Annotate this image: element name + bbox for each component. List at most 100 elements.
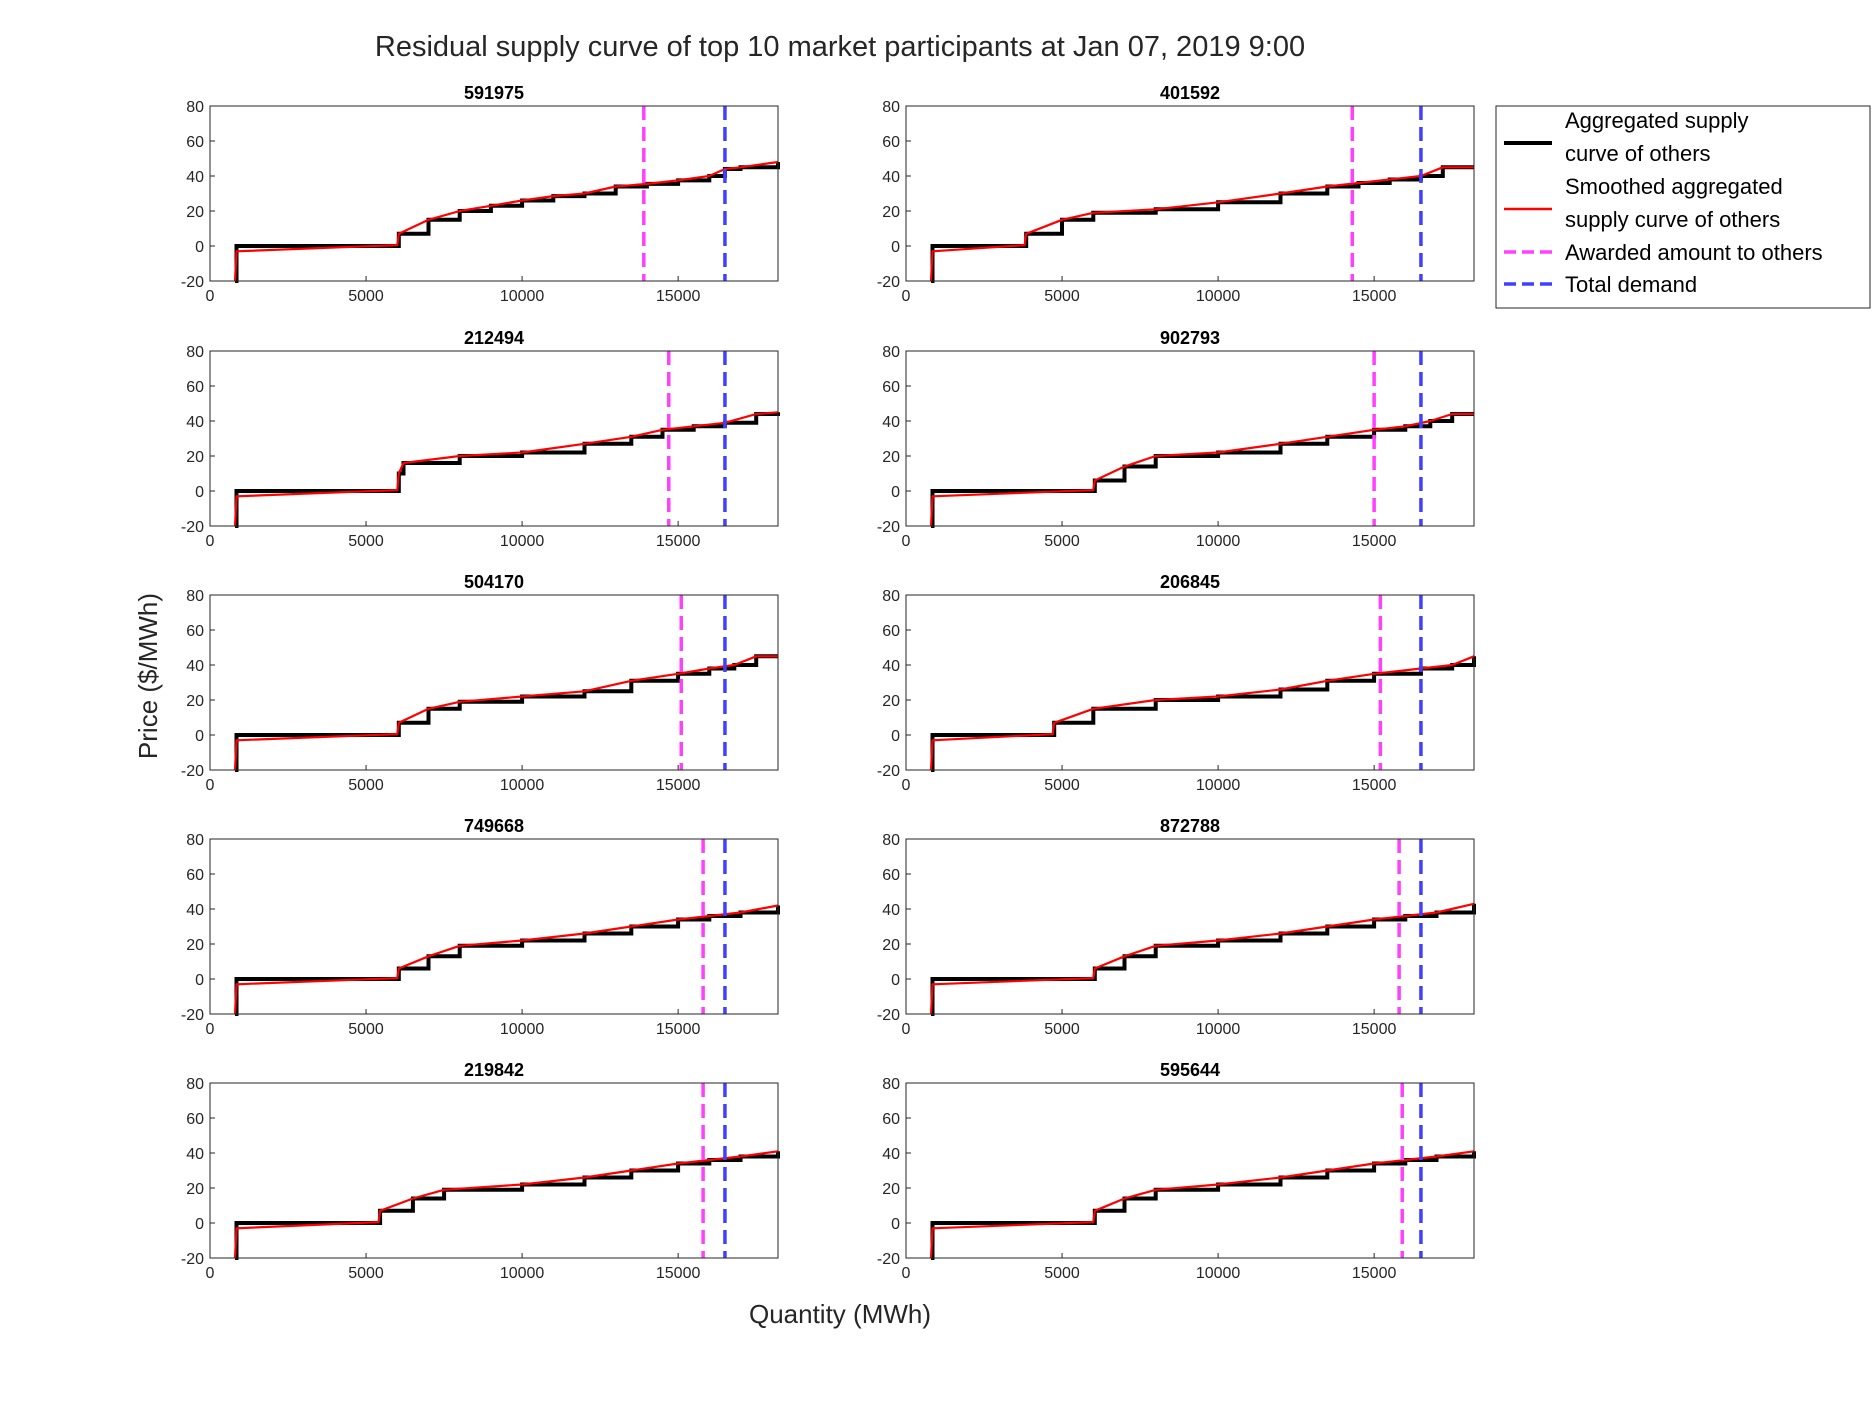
x-tick-label: 10000	[500, 533, 545, 550]
axes-frame	[905, 838, 1475, 1015]
y-tick-label: 40	[882, 902, 900, 919]
y-tick-label: 0	[195, 1216, 204, 1233]
x-tick-label: 0	[902, 777, 911, 794]
subplot-title: 206845	[1160, 572, 1220, 592]
y-tick-label: 60	[186, 379, 204, 396]
x-tick-label: 5000	[348, 1021, 384, 1038]
axes-frame	[209, 838, 779, 1015]
y-tick-label: 20	[882, 1181, 900, 1198]
y-tick-label: 40	[186, 1146, 204, 1163]
y-tick-label: 60	[882, 134, 900, 151]
y-tick-label: 40	[882, 414, 900, 431]
y-tick-label: 40	[882, 658, 900, 675]
legend-label: Total demand	[1565, 272, 1697, 297]
y-tick-label: 60	[186, 867, 204, 884]
axes-frame	[905, 105, 1475, 282]
x-tick-label: 10000	[1196, 1265, 1241, 1282]
y-tick-label: 20	[882, 449, 900, 466]
x-tick-label: 15000	[1352, 1021, 1397, 1038]
plot-area	[210, 595, 778, 770]
smoothed-supply-curve	[233, 160, 779, 282]
y-tick-label: 20	[186, 449, 204, 466]
x-tick-label: 0	[206, 533, 215, 550]
x-tick-label: 0	[902, 288, 911, 305]
subplot-title: 212494	[464, 328, 524, 348]
y-tick-label: 20	[882, 693, 900, 710]
legend-label: Aggregated supply	[1565, 108, 1748, 133]
y-tick-label: 80	[882, 1076, 900, 1093]
plot-area	[906, 106, 1474, 281]
x-axis-label: Quantity (MWh)	[749, 1299, 931, 1329]
y-tick-label: 60	[186, 1111, 204, 1128]
x-tick-label: 10000	[500, 288, 545, 305]
x-tick-label: 10000	[1196, 777, 1241, 794]
y-tick-label: 0	[891, 728, 900, 745]
smoothed-supply-curve	[929, 902, 1475, 1015]
axes-frame	[209, 350, 779, 527]
y-tick-label: -20	[877, 1007, 900, 1024]
x-tick-label: 5000	[348, 777, 384, 794]
y-tick-label: 60	[882, 379, 900, 396]
x-tick-label: 15000	[656, 1265, 701, 1282]
axes-frame	[209, 594, 779, 771]
y-tick-label: 0	[195, 239, 204, 256]
x-tick-label: 5000	[1044, 1265, 1080, 1282]
x-tick-label: 15000	[1352, 288, 1397, 305]
y-tick-label: 40	[882, 169, 900, 186]
aggregated-supply-curve	[234, 654, 778, 772]
y-tick-label: 20	[882, 204, 900, 221]
x-tick-label: 15000	[1352, 1265, 1397, 1282]
axes-frame	[209, 105, 779, 282]
legend-label: supply curve of others	[1565, 207, 1780, 232]
x-tick-label: 10000	[1196, 533, 1241, 550]
y-tick-label: -20	[877, 763, 900, 780]
subplot-title: 749668	[464, 816, 524, 836]
y-tick-label: 80	[186, 588, 204, 605]
plot-area	[906, 595, 1474, 770]
x-tick-label: 10000	[500, 777, 545, 794]
y-tick-label: 80	[882, 588, 900, 605]
plot-area	[906, 839, 1474, 1014]
subplot-title: 595644	[1160, 1060, 1220, 1080]
y-tick-label: 80	[186, 1076, 204, 1093]
y-tick-label: -20	[181, 763, 204, 780]
smoothed-supply-curve	[929, 1150, 1475, 1259]
y-tick-label: 0	[891, 972, 900, 989]
x-tick-label: 5000	[1044, 288, 1080, 305]
y-tick-label: -20	[181, 1007, 204, 1024]
x-tick-label: 0	[206, 777, 215, 794]
y-tick-label: 0	[195, 484, 204, 501]
y-tick-label: 20	[186, 693, 204, 710]
x-tick-label: 0	[902, 533, 911, 550]
axes-frame	[905, 350, 1475, 527]
plot-area	[210, 1083, 778, 1258]
y-tick-label: 20	[186, 937, 204, 954]
x-tick-label: 10000	[500, 1021, 545, 1038]
y-tick-label: 0	[195, 972, 204, 989]
legend-label: Awarded amount to others	[1565, 240, 1823, 265]
subplot-title: 872788	[1160, 816, 1220, 836]
figure-title: Residual supply curve of top 10 market p…	[375, 31, 1305, 63]
y-tick-label: 80	[186, 99, 204, 116]
y-tick-label: -20	[877, 1251, 900, 1268]
y-tick-label: 20	[186, 204, 204, 221]
x-tick-label: 0	[206, 1021, 215, 1038]
y-tick-label: -20	[877, 274, 900, 291]
y-tick-label: 80	[186, 832, 204, 849]
subplot-title: 902793	[1160, 328, 1220, 348]
subplot-title: 504170	[464, 572, 524, 592]
y-tick-label: -20	[181, 519, 204, 536]
subplot-title: 401592	[1160, 83, 1220, 103]
smoothed-supply-curve	[233, 411, 779, 527]
smoothed-supply-curve	[233, 1150, 779, 1259]
axes-frame	[905, 1082, 1475, 1259]
plot-area	[906, 1083, 1474, 1258]
x-tick-label: 5000	[348, 1265, 384, 1282]
y-tick-label: -20	[181, 274, 204, 291]
